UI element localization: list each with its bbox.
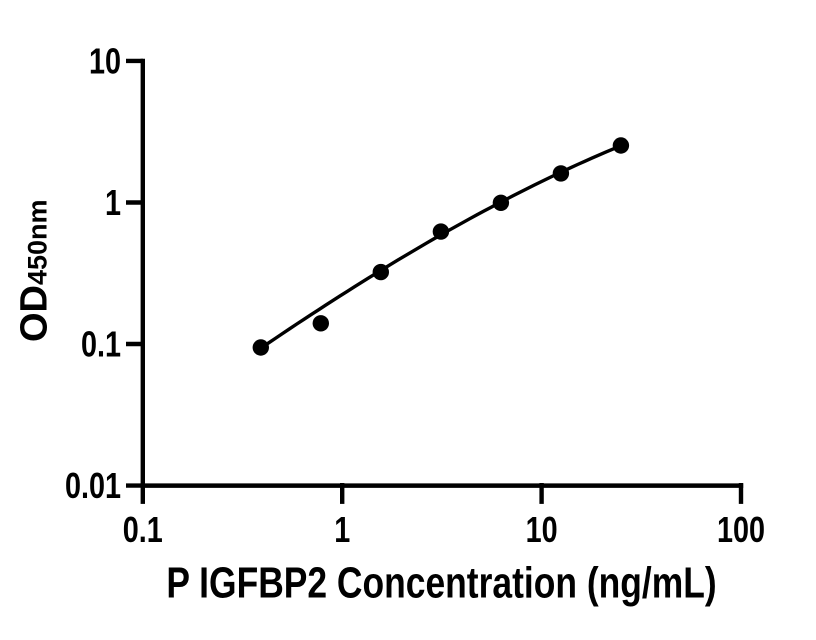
svg-text:1: 1 — [334, 509, 350, 550]
svg-text:0.1: 0.1 — [81, 323, 121, 364]
svg-text:0.01: 0.01 — [65, 465, 121, 506]
svg-text:10: 10 — [526, 509, 558, 550]
svg-text:10: 10 — [89, 40, 121, 81]
svg-text:0.1: 0.1 — [123, 509, 163, 550]
svg-text:P IGFBP2 Concentration (ng/mL): P IGFBP2 Concentration (ng/mL) — [166, 559, 716, 607]
svg-text:1: 1 — [105, 182, 121, 223]
svg-text:100: 100 — [717, 509, 765, 550]
